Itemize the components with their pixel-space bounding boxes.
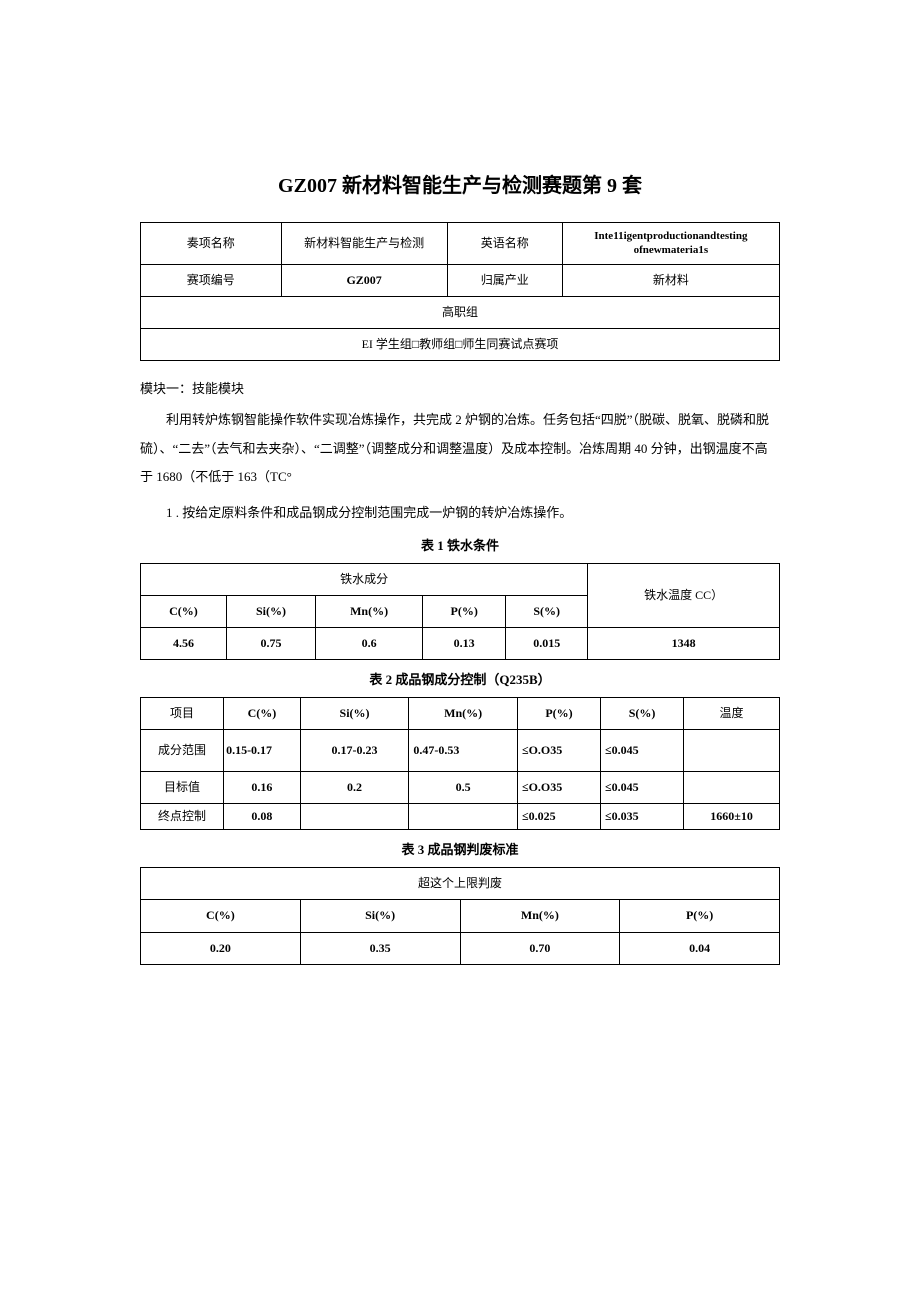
data-cell: 0.17-0.23 — [300, 730, 409, 772]
data-cell: 1348 — [588, 627, 780, 659]
data-cell — [684, 730, 780, 772]
paragraph-numbered: 1 . 按给定原料条件和成品钢成分控制范围完成一炉钢的转炉冶炼操作。 — [140, 500, 780, 526]
col-header: S(%) — [601, 697, 684, 729]
table-composition: 项目 C(%) Si(%) Mn(%) P(%) S(%) 温度 成分范围 0.… — [140, 697, 780, 831]
info-row: 高职组 — [141, 296, 780, 328]
col-header: C(%) — [224, 697, 301, 729]
table-ironwater: 铁水成分 铁水温度 CC） C(%) Si(%) Mn(%) P(%) S(%)… — [140, 563, 780, 661]
info-label: 归属产业 — [447, 264, 562, 296]
col-header: Si(%) — [226, 595, 315, 627]
table-caption: 表 2 成品钢成分控制（Q235B） — [140, 670, 780, 691]
info-label: 赛项编号 — [141, 264, 282, 296]
table-reject: 超这个上限判废 C(%) Si(%) Mn(%) P(%) 0.20 0.35 … — [140, 867, 780, 965]
col-header: 项目 — [141, 697, 224, 729]
col-header: 温度 — [684, 697, 780, 729]
data-cell: 0.16 — [224, 772, 301, 804]
data-cell: 0.015 — [506, 627, 588, 659]
col-header: C(%) — [141, 595, 227, 627]
caption-text: 表 3 成品钢判废标准 — [401, 842, 518, 857]
col-header: P(%) — [517, 697, 600, 729]
col-header: Mn(%) — [409, 697, 518, 729]
caption-text: 表 1 铁水条件 — [421, 538, 499, 553]
caption-text: 表 2 成品钢成分控制（Q235B） — [369, 672, 550, 687]
section-heading: 模块一：技能模块 — [140, 379, 780, 400]
col-header: P(%) — [423, 595, 506, 627]
data-cell: 0.35 — [300, 932, 460, 964]
header-cell: 铁水温度 CC） — [588, 563, 780, 627]
data-cell — [684, 772, 780, 804]
data-cell: 0.13 — [423, 627, 506, 659]
header-cell: 铁水成分 — [141, 563, 588, 595]
col-header: S(%) — [506, 595, 588, 627]
data-cell: ≤O.O35 — [517, 772, 600, 804]
data-cell: 0.15-0.17 — [224, 730, 301, 772]
col-header: Si(%) — [300, 900, 460, 932]
data-cell: 1660±10 — [684, 804, 780, 830]
info-value: 新材料 — [562, 264, 779, 296]
data-cell: 0.5 — [409, 772, 518, 804]
info-value: GZ007 — [281, 264, 447, 296]
info-value: 新材料智能生产与检测 — [281, 223, 447, 265]
data-cell: 0.08 — [224, 804, 301, 830]
info-label: 奏项名称 — [141, 223, 282, 265]
info-label: 英语名称 — [447, 223, 562, 265]
paragraph: 利用转炉炼钢智能操作软件实现冶炼操作，共完成 2 炉钢的冶炼。任务包括“四脱”（… — [140, 406, 780, 492]
table-caption: 表 3 成品钢判废标准 — [140, 840, 780, 861]
page-title: GZ007 新材料智能生产与检测赛题第 9 套 — [140, 170, 780, 202]
header-cell: 超这个上限判废 — [141, 868, 780, 900]
data-cell: 4.56 — [141, 627, 227, 659]
data-cell: ≤0.045 — [601, 772, 684, 804]
row-label: 目标值 — [141, 772, 224, 804]
data-cell — [409, 804, 518, 830]
data-cell — [300, 804, 409, 830]
col-header: C(%) — [141, 900, 301, 932]
data-cell: 0.70 — [460, 932, 620, 964]
info-value: Inte11igentproductionandtesting ofnewmat… — [562, 223, 779, 265]
data-cell: 0.20 — [141, 932, 301, 964]
col-header: Mn(%) — [315, 595, 422, 627]
info-table: 奏项名称 新材料智能生产与检测 英语名称 Inte11igentproducti… — [140, 222, 780, 361]
col-header: Si(%) — [300, 697, 409, 729]
info-row: EI 学生组□教师组□师生同赛试点赛项 — [141, 328, 780, 360]
data-cell: 0.47-0.53 — [409, 730, 518, 772]
data-cell: 0.2 — [300, 772, 409, 804]
data-cell: ≤0.035 — [601, 804, 684, 830]
data-cell: 0.6 — [315, 627, 422, 659]
title-text: GZ007 新材料智能生产与检测赛题第 9 套 — [278, 175, 642, 197]
col-header: P(%) — [620, 900, 780, 932]
row-label: 成分范围 — [141, 730, 224, 772]
row-label: 终点控制 — [141, 804, 224, 830]
table-caption: 表 1 铁水条件 — [140, 536, 780, 557]
col-header: Mn(%) — [460, 900, 620, 932]
data-cell: ≤O.O35 — [517, 730, 600, 772]
data-cell: 0.75 — [226, 627, 315, 659]
data-cell: ≤0.025 — [517, 804, 600, 830]
data-cell: 0.04 — [620, 932, 780, 964]
data-cell: ≤0.045 — [601, 730, 684, 772]
